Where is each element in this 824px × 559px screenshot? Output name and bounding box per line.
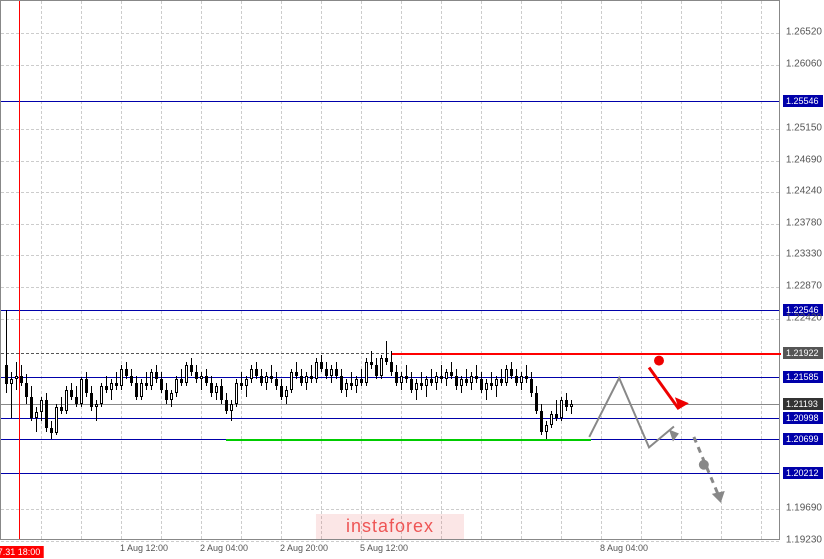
grid-line-v	[561, 1, 562, 539]
y-axis-label: 1.23780	[786, 217, 822, 228]
y-axis-label: 1.22870	[786, 281, 822, 292]
projection-overlay	[1, 1, 779, 539]
y-axis-label: 1.24240	[786, 185, 822, 196]
y-axis: 1.26520 1.26060 1.25150 1.24690 1.24240 1.237…	[780, 0, 824, 540]
grid-line-v	[241, 1, 242, 539]
grid-line-v	[601, 1, 602, 539]
y-axis-label: 1.23330	[786, 249, 822, 260]
segment-line	[391, 353, 781, 355]
x-axis-label: 5 Aug 12:00	[360, 543, 408, 553]
x-axis-label: 2 Aug 20:00	[280, 543, 328, 553]
price-level-line	[1, 404, 779, 405]
price-level-line	[1, 310, 779, 311]
price-level-line	[1, 101, 779, 102]
y-axis-label: 1.19230	[786, 535, 822, 546]
grid-line-h	[1, 224, 779, 225]
session-marker-line	[19, 1, 20, 539]
grid-line-h	[1, 509, 779, 510]
grid-line-v	[481, 1, 482, 539]
grid-line-h	[1, 33, 779, 34]
projection-dot-gray	[699, 460, 709, 470]
x-axis-label: 1 Aug 12:00	[120, 543, 168, 553]
grid-line-v	[681, 1, 682, 539]
price-level-line	[1, 473, 779, 474]
grid-line-v	[721, 1, 722, 539]
grid-line-v	[161, 1, 162, 539]
grid-line-h	[1, 255, 779, 256]
grid-line-v	[281, 1, 282, 539]
x-axis-label: 2 Aug 04:00	[200, 543, 248, 553]
grid-line-v	[321, 1, 322, 539]
projection-dash-gray	[694, 437, 719, 496]
grid-line-h	[1, 287, 779, 288]
grid-line-v	[361, 1, 362, 539]
x-axis: 1 Aug 12:00 2 Aug 04:00 2 Aug 20:00 5 Aug 1…	[0, 540, 780, 559]
grid-line-h	[1, 129, 779, 130]
grid-line-v	[761, 1, 762, 539]
grid-line-h	[1, 319, 779, 320]
projection-arrow-gray	[669, 429, 679, 441]
grid-line-h	[1, 192, 779, 193]
y-axis-label: 1.22420	[786, 312, 822, 323]
grid-line-v	[521, 1, 522, 539]
grid-line-h	[1, 161, 779, 162]
price-level-line	[1, 418, 779, 419]
y-axis-label: 1.26520	[786, 27, 822, 38]
y-axis-label: 1.19690	[786, 502, 822, 513]
plot-area[interactable]: 1.255461.225461.219221.215851.211931.209…	[0, 0, 780, 540]
grid-line-v	[201, 1, 202, 539]
grid-line-v	[41, 1, 42, 539]
y-axis-label: 1.24690	[786, 154, 822, 165]
y-axis-label: 1.25150	[786, 122, 822, 133]
grid-line-v	[121, 1, 122, 539]
grid-line-v	[441, 1, 442, 539]
projection-arrow-red-line	[649, 368, 679, 410]
grid-line-v	[641, 1, 642, 539]
projection-dot-red	[654, 356, 664, 366]
price-level-line	[1, 377, 779, 378]
watermark: instaforex	[316, 514, 464, 539]
grid-line-v	[401, 1, 402, 539]
forex-chart: 1.255461.225461.219221.215851.211931.209…	[0, 0, 824, 559]
projection-arrow-gray-2	[712, 491, 725, 503]
grid-line-v	[81, 1, 82, 539]
segment-line	[226, 439, 591, 441]
grid-line-h	[1, 65, 779, 66]
y-axis-label: 1.26060	[786, 59, 822, 70]
x-axis-label: 8 Aug 04:00	[600, 543, 648, 553]
